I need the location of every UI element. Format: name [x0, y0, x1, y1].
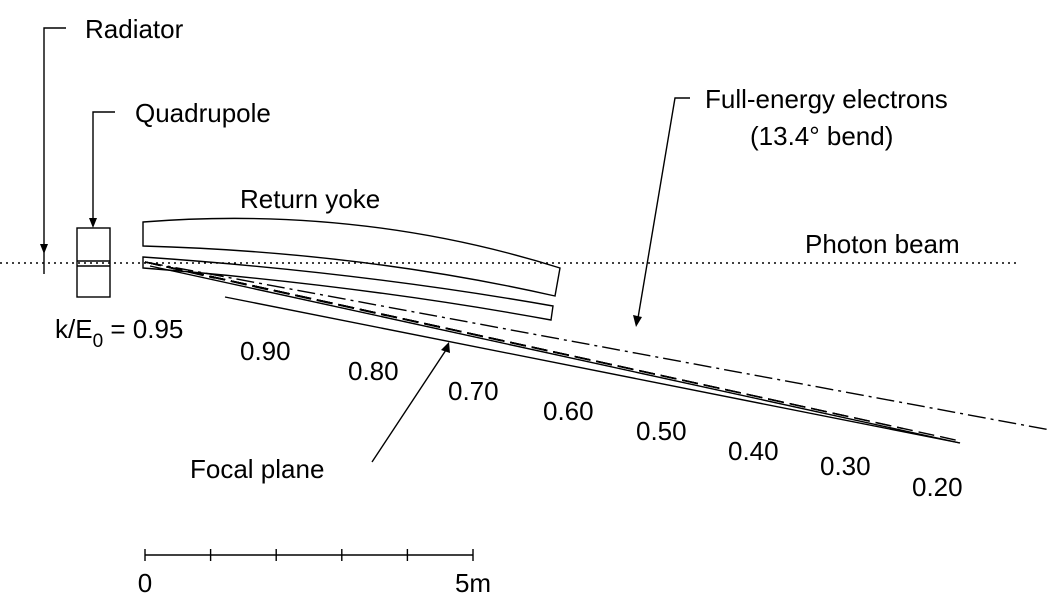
focal-plane — [149, 265, 961, 444]
energy-label: 0.20 — [912, 472, 963, 502]
full-energy-label: Full-energy electrons — [705, 84, 948, 114]
energy-label: 0.50 — [636, 416, 687, 446]
energy-label: 0.60 — [543, 396, 594, 426]
full-energy-leader — [637, 97, 690, 319]
k-sub: 0 — [93, 331, 104, 352]
focal-plane-leader — [371, 349, 447, 463]
energy-labels: 0.90 0.80 0.70 0.60 0.50 0.40 0.30 0.20 — [240, 336, 963, 502]
focal-plane — [224, 296, 961, 444]
pole-face — [142, 256, 554, 321]
full-energy-trajectory — [144, 261, 1051, 431]
radiator-label: Radiator — [85, 14, 184, 44]
quadrupole-label: Quadrupole — [135, 98, 271, 128]
radiator-leader — [43, 27, 66, 252]
energy-label: 0.40 — [728, 436, 779, 466]
k-suffix: = 0.95 — [103, 314, 183, 344]
arrow — [89, 218, 97, 228]
quadrupole — [76, 227, 111, 298]
electron-rays — [144, 261, 961, 442]
focal-plane-label: Focal plane — [190, 454, 324, 484]
energy-label: 0.80 — [348, 356, 399, 386]
energy-label: 0.70 — [448, 376, 499, 406]
scale-start: 0 — [138, 568, 152, 598]
return-yoke — [142, 217, 561, 297]
energy-label: 0.90 — [240, 336, 291, 366]
electron-ray — [144, 261, 961, 442]
k-prefix: k/E — [55, 314, 93, 344]
arrow — [441, 342, 450, 353]
full-energy-label: (13.4° bend) — [750, 121, 893, 151]
k-label: k/E0 = 0.95 — [55, 314, 183, 352]
photon-beam-label: Photon beam — [805, 229, 960, 259]
arrow — [633, 315, 642, 327]
return-yoke-label: Return yoke — [240, 184, 380, 214]
scale-end: 5m — [455, 568, 491, 598]
energy-label: 0.30 — [820, 451, 871, 481]
arrow — [40, 244, 48, 254]
quadrupole-leader — [92, 111, 115, 220]
scale-ticks — [144, 549, 474, 561]
